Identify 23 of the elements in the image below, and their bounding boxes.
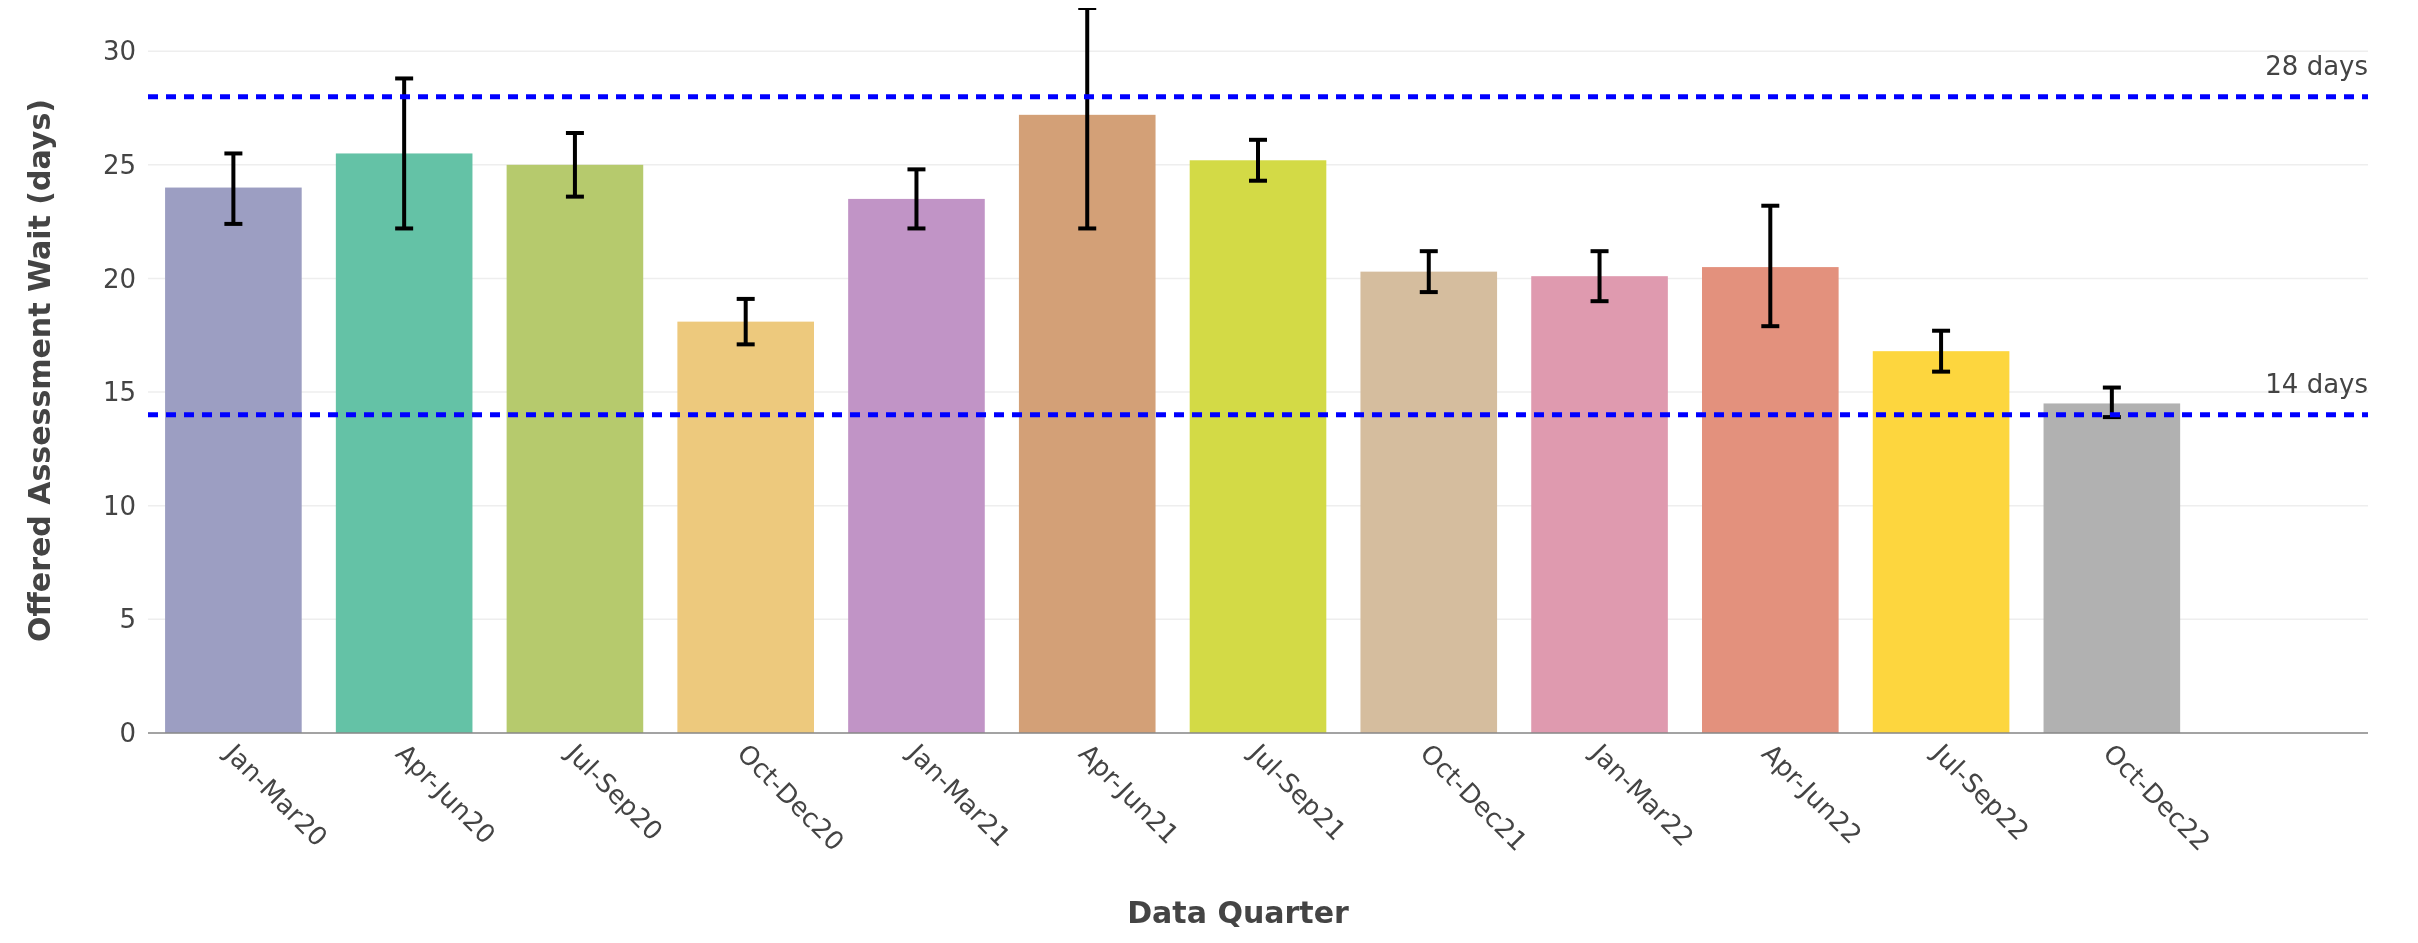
bar [1531, 276, 1668, 733]
y-tick-label: 25 [102, 149, 136, 180]
bar [677, 321, 814, 733]
bar [165, 187, 302, 733]
bar [1872, 351, 2010, 733]
ref-line-label: 14 days [2265, 368, 2368, 399]
y-tick-label: 0 [119, 718, 136, 749]
x-axis-title: Data Quarter [1127, 895, 1349, 930]
bar [1189, 160, 1327, 733]
bar [1018, 114, 1156, 733]
y-tick-label: 5 [119, 604, 136, 635]
y-tick-label: 20 [102, 263, 136, 294]
bar [1702, 267, 1839, 733]
bar [335, 153, 473, 733]
bar [2043, 403, 2181, 733]
ref-line-label: 28 days [2265, 50, 2368, 81]
y-axis-title: Offered Assessment Wait (days) [22, 99, 57, 642]
y-tick-label: 15 [102, 377, 136, 408]
bar [1360, 271, 1498, 733]
bar [848, 198, 985, 733]
y-tick-label: 30 [102, 36, 136, 67]
y-tick-label: 10 [102, 490, 136, 521]
bar [506, 164, 644, 733]
